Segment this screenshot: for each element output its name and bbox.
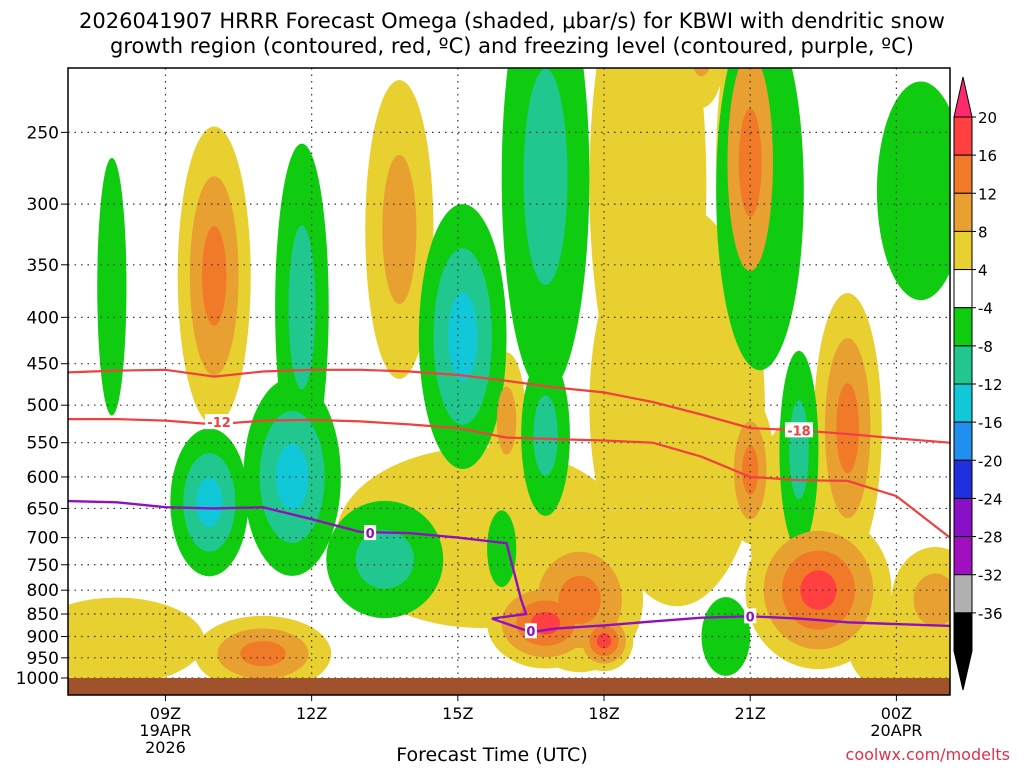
chart-title-line-1: 2026041907 HRRR Forecast Omega (shaded, … xyxy=(79,9,945,33)
x-tick-label-15Z-0: 15Z xyxy=(442,704,473,723)
contour-label-3: 0 xyxy=(526,625,535,640)
colorbar-label-3: 8 xyxy=(978,223,988,241)
y-tick-label-900: 900 xyxy=(27,628,59,648)
ground-surface xyxy=(68,678,950,695)
colorbar-bin-3 xyxy=(953,230,973,271)
omega-contour-cell-4-level-1 xyxy=(693,68,710,77)
omega-contour-cell-31-level-0 xyxy=(487,510,517,587)
colorbar-bin-11 xyxy=(953,536,973,576)
omega-contour-cell-22-level-2 xyxy=(448,292,478,381)
contour-label-bg-2 xyxy=(364,525,377,541)
colorbar-bin-1 xyxy=(953,154,973,194)
y-tick-label-650: 650 xyxy=(27,499,59,519)
colorbar-label-5: -4 xyxy=(978,300,993,318)
x-tick-label-09Z-2: 2026 xyxy=(145,738,186,757)
chart-title-line-2: growth region (contoured, red, ºC) and f… xyxy=(110,34,914,58)
omega-contour-cell-23-level-1 xyxy=(523,68,568,286)
contour-label-bg-4 xyxy=(744,608,757,624)
x-tick-label-12Z-0: 12Z xyxy=(296,704,327,723)
omega-contour-cell-20-level-2 xyxy=(196,477,223,528)
contour-label-1: -18 xyxy=(787,424,811,439)
colorbar-label-11: -28 xyxy=(978,529,1003,547)
colorbar-bin-13 xyxy=(953,612,973,652)
y-tick-label-800: 800 xyxy=(27,581,59,601)
omega-contour-cell-16-level-0 xyxy=(589,204,765,607)
colorbar-label-13: -36 xyxy=(978,605,1003,623)
y-tick-label-400: 400 xyxy=(27,308,59,328)
x-tick-label-00Z-0: 00Z xyxy=(881,704,912,723)
y-tick-label-850: 850 xyxy=(27,605,59,625)
omega-contour-cell-1-level-1 xyxy=(382,154,417,305)
y-tick-label-750: 750 xyxy=(27,556,59,576)
omega-contour-cell-11-level-2 xyxy=(742,445,759,495)
colorbar-label-1: 16 xyxy=(978,147,997,165)
contour-label-4: 0 xyxy=(746,610,755,625)
omega-contour-cell-30-level-1 xyxy=(355,530,414,589)
colorbar-bin-0 xyxy=(953,116,973,156)
omega-contour-cell-0-level-2 xyxy=(202,226,227,326)
y-tick-label-250: 250 xyxy=(27,123,59,143)
colorbar-label-8: -16 xyxy=(978,414,1003,432)
contour-label-2: 0 xyxy=(366,527,375,542)
omega-contour-cell-21-level-1 xyxy=(288,225,316,390)
colorbar-bin-10 xyxy=(953,497,973,538)
omega-contour-cell-29-level-1 xyxy=(789,400,809,500)
omega-contour-cell-19-level-2 xyxy=(275,443,309,510)
contour-label-0: -12 xyxy=(207,416,231,431)
colorbar-bin-7 xyxy=(953,383,973,423)
omega-contour-cell-15-level-1 xyxy=(496,386,517,455)
site-credit: coolwx.com/modelts xyxy=(845,745,1010,764)
colorbar-label-7: -12 xyxy=(978,376,1003,394)
omega-contour-cell-9-level-3 xyxy=(800,570,837,610)
colorbar-bin-4 xyxy=(953,269,973,309)
colorbar-bin-9 xyxy=(953,459,973,499)
colorbar-bin-2 xyxy=(953,192,973,232)
omega-contour-cell-27-level-0 xyxy=(97,157,127,416)
contour-label-bg-0 xyxy=(205,414,234,430)
plot-frame xyxy=(67,67,951,696)
x-tick-label-09Z-1: 19APR xyxy=(139,721,191,740)
colorbar-bin-8 xyxy=(953,421,973,461)
omega-contour-cell-3-level-2 xyxy=(738,108,762,217)
y-tick-label-600: 600 xyxy=(27,468,59,488)
omega-contour-cell-26-level-0 xyxy=(876,81,950,301)
colorbar-arrow-top xyxy=(953,76,973,118)
x-tick-label-09Z-0: 09Z xyxy=(150,704,181,723)
y-tick-label-350: 350 xyxy=(27,256,59,276)
colorbar-label-4: 4 xyxy=(978,262,988,280)
colorbar-bin-6 xyxy=(953,345,973,385)
y-tick-label-450: 450 xyxy=(27,355,59,375)
omega-contour-cell-14-level-2 xyxy=(240,641,286,667)
colorbar-label-9: -20 xyxy=(978,452,1003,470)
omega-contour-cell-13-level-1 xyxy=(913,573,950,627)
colorbar-arrow-bottom xyxy=(953,650,973,691)
colorbar-label-6: -8 xyxy=(978,338,993,356)
colorbar-bin-12 xyxy=(953,574,973,614)
omega-contour-cell-24-level-1 xyxy=(533,395,558,476)
y-tick-label-500: 500 xyxy=(27,396,59,416)
colorbar-label-12: -32 xyxy=(978,567,1003,585)
omega-contour-cell-17-level-0 xyxy=(68,597,205,685)
x-tick-label-00Z-1: 20APR xyxy=(870,721,922,740)
colorbar-label-2: 12 xyxy=(978,185,997,203)
x-axis-label: Forecast Time (UTC) xyxy=(396,744,588,766)
contour-label-bg-1 xyxy=(784,422,813,438)
y-tick-label-950: 950 xyxy=(27,649,59,669)
y-tick-label-550: 550 xyxy=(27,434,59,454)
colorbar-label-0: 20 xyxy=(978,109,997,127)
colorbar-label-10: -24 xyxy=(978,490,1003,508)
y-tick-label-300: 300 xyxy=(27,195,59,215)
x-tick-label-21Z-0: 21Z xyxy=(735,704,766,723)
x-tick-label-18Z-0: 18Z xyxy=(588,704,619,723)
omega-contour-cell-12-level-2 xyxy=(836,383,860,474)
omega-contour-cell-4-level-0 xyxy=(678,68,725,108)
y-tick-label-1000: 1000 xyxy=(16,669,59,689)
purple-freezing-level xyxy=(68,499,950,634)
y-tick-label-700: 700 xyxy=(27,529,59,549)
colorbar-bin-5 xyxy=(953,307,973,347)
contour-label-bg-3 xyxy=(524,623,537,639)
